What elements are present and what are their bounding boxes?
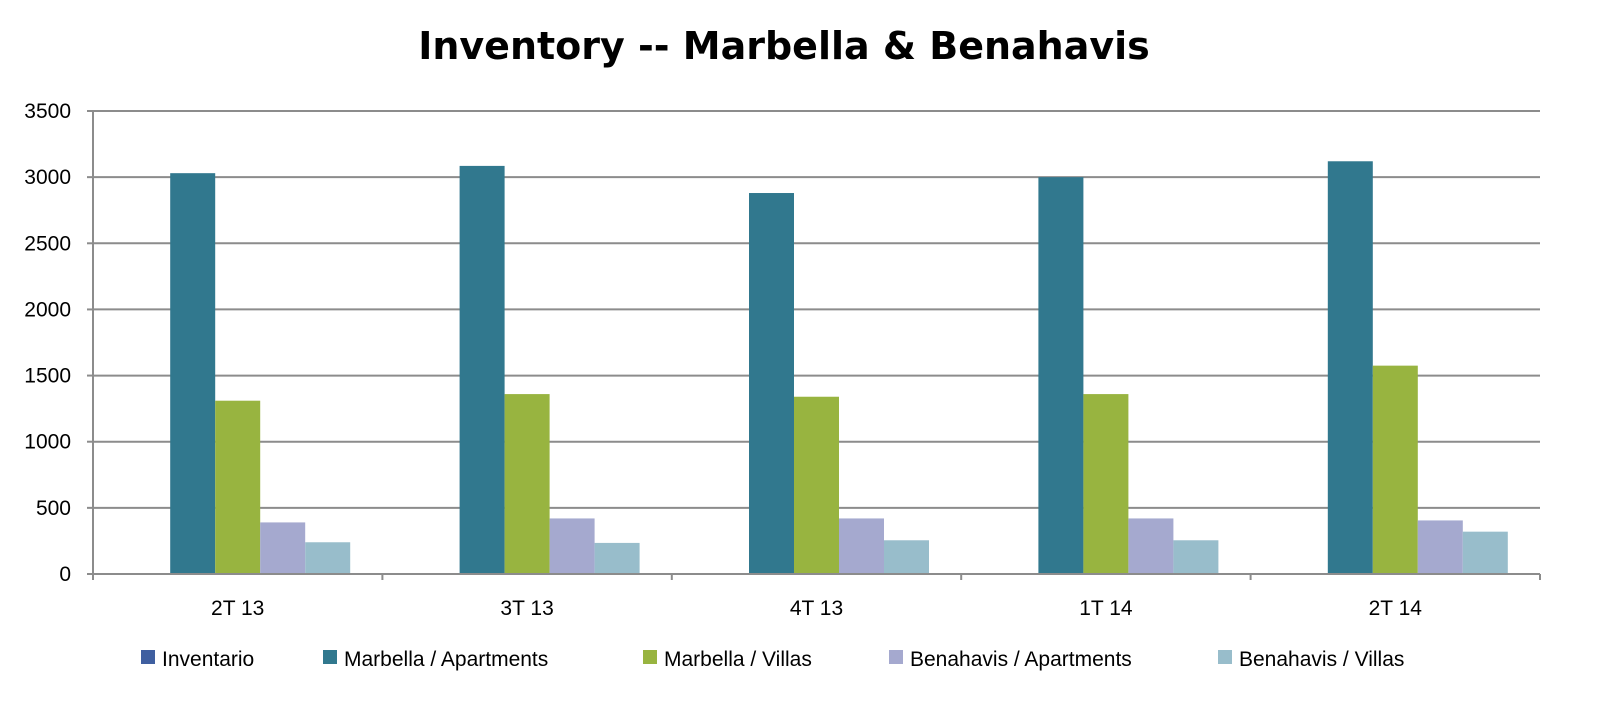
y-tick-label: 1500 [24,365,71,388]
bar [749,193,794,574]
legend-swatch [889,650,903,664]
x-tick-label: 2T 14 [1369,597,1423,620]
bar [504,394,550,574]
legend-swatch [323,650,337,664]
bar [459,165,505,575]
bar [549,518,595,574]
bar [1038,177,1084,574]
bar [1327,161,1373,575]
legend-swatch [141,650,155,664]
legend-label: Marbella / Apartments [344,648,548,671]
legend-swatch [1218,650,1232,664]
legend-label: Marbella / Villas [664,648,812,671]
bar [1417,520,1463,574]
y-tick-label: 500 [36,497,71,520]
legend-label: Inventario [162,648,254,671]
x-tick-label: 4T 13 [790,597,843,620]
bar [1128,518,1174,574]
legend-swatch [643,650,657,664]
y-tick-label: 3000 [24,166,71,189]
y-tick-label: 2500 [24,232,71,255]
x-tick-label: 2T 13 [211,597,264,620]
bar [215,400,261,574]
bar [170,173,216,574]
y-tick-label: 2000 [24,298,71,321]
bar [1173,540,1219,574]
bar [1372,365,1418,574]
legend-label: Benahavis / Apartments [910,648,1132,671]
legend-label: Benahavis / Villas [1239,648,1404,671]
y-tick-label: 3500 [24,100,71,123]
bars [170,161,1508,575]
chart-title: Inventory -- Marbella & Benahavis [418,24,1150,68]
y-tick-label: 0 [59,563,71,586]
y-tick-label: 1000 [24,431,71,454]
bar [839,518,884,574]
bar [1083,394,1129,574]
bar [794,396,839,574]
bar [260,522,306,574]
x-tick-label: 1T 14 [1079,597,1133,620]
bar [884,540,929,574]
bar [594,542,640,574]
x-tick-label: 3T 13 [500,597,553,620]
axes: 0 500 1000 1500 2000 2500 3000 3500 2T 13 3T 13 4T… [24,100,1541,620]
bar [305,542,351,574]
legend: Inventario Marbella / Apartments Marbella … [141,648,1404,671]
bar [1462,531,1508,574]
